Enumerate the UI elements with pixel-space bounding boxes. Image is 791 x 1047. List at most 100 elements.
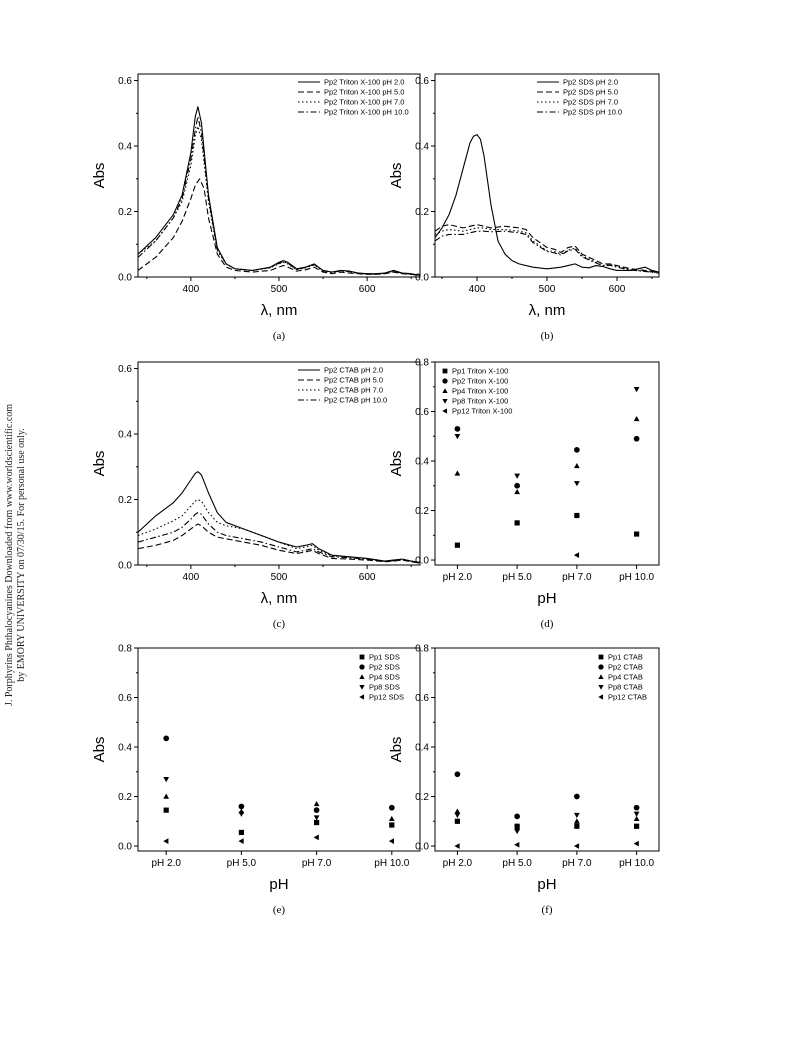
legend-label: Pp2 SDS pH 2.0 [563, 78, 618, 87]
data-point-triangle-left [313, 834, 319, 841]
data-point-triangle-left [388, 838, 395, 844]
data-point-circle [574, 793, 580, 800]
chart-svg-a: 0.0 0.2 0.4 0.6 400 500 600 λ, nm Abs (a) Pp2 Trit… [91, 73, 421, 342]
x-axis-title: λ, nm [529, 302, 566, 319]
data-point-circle [238, 803, 245, 810]
legend-label: Pp4 CTAB [608, 673, 643, 682]
y-axis-title: Abs [388, 737, 405, 763]
data-point-triangle-down [454, 812, 461, 819]
legend-label: Pp4 SDS [369, 673, 400, 682]
data-point-square [634, 531, 640, 537]
chart-svg-e: 0.0 0.2 0.4 0.6 0.8 pH 2.0 pH 5.0 pH 7.0 pH 10.0… [91, 644, 421, 916]
legend-label: Pp2 Triton X-100 pH 7.0 [324, 98, 404, 107]
data-point-triangle-down [574, 481, 580, 487]
legend-label: Pp2 SDS [369, 663, 400, 672]
data-point-square [634, 823, 640, 829]
data-point-square [454, 818, 460, 824]
x-tick-label: pH 7.0 [562, 858, 592, 869]
legend-label: Pp2 Triton X-100 [452, 377, 508, 386]
y-tick-label: 0.0 [415, 842, 429, 853]
plot-frame [137, 647, 421, 852]
plot-area [454, 771, 640, 849]
panel-caption: (c) [273, 618, 286, 630]
data-point-square [238, 829, 244, 836]
legend-label: Pp4 Triton X-100 [452, 387, 508, 396]
data-point-triangle-down [313, 815, 320, 821]
data-point-square [574, 823, 580, 829]
legend-label: Pp8 Triton X-100 [452, 397, 508, 406]
legend-label: Pp2 CTAB pH 2.0 [324, 366, 383, 375]
legend-label: Pp1 CTAB [608, 653, 643, 662]
download-notice-line-1: J. Porphyrins Phthalocyanines Downloaded… [4, 404, 15, 706]
x-tick-label: 400 [183, 284, 200, 295]
y-tick-label: 0.8 [118, 644, 132, 655]
data-point-triangle-down [633, 811, 640, 817]
series-line-3 [138, 498, 420, 563]
chart-panel-c: 0.0 0.2 0.4 0.6 400 500 600 λ, nm Abs (c) Pp2 CTAB… [80, 355, 421, 645]
data-point-triangle-left [573, 843, 580, 849]
x-axis-title: λ, nm [261, 302, 298, 319]
panel-caption: (b) [541, 330, 554, 342]
legend-marker-triangle-up [598, 674, 604, 680]
y-axis-title: Abs [91, 163, 108, 189]
legend-marker-square [359, 654, 365, 660]
legend-marker-triangle-left [598, 694, 604, 700]
x-tick-label: 600 [609, 284, 626, 295]
y-tick-label: 0.4 [415, 457, 429, 468]
data-point-circle [313, 807, 320, 814]
legend-label: Pp2 CTAB pH 10.0 [324, 396, 387, 405]
y-axis-title: Abs [91, 451, 108, 477]
data-point-circle [388, 804, 395, 811]
chart-svg-c: 0.0 0.2 0.4 0.6 400 500 600 λ, nm Abs (c) Pp2 CTAB… [91, 361, 421, 630]
x-tick-label: pH 7.0 [302, 858, 332, 869]
x-axis-title: pH [537, 590, 556, 607]
y-tick-label: 0.2 [118, 207, 132, 218]
x-tick-label: 500 [539, 284, 556, 295]
y-tick-label: 0.0 [415, 556, 429, 567]
series-line-3 [138, 125, 420, 276]
x-axis-title: pH [537, 876, 556, 893]
data-point-triangle-up [388, 815, 395, 822]
data-point-circle [454, 425, 461, 432]
data-point-triangle-left [633, 840, 639, 847]
x-tick-label: pH 2.0 [443, 572, 473, 583]
plot-area [138, 471, 420, 564]
series-line-2 [138, 178, 420, 277]
y-tick-label: 0.6 [415, 693, 429, 704]
x-tick-label: pH 10.0 [619, 858, 654, 869]
legend-marker-triangle-left [359, 694, 365, 700]
x-tick-label: 600 [359, 284, 376, 295]
plot-frame [434, 647, 660, 852]
x-tick-label: pH 10.0 [619, 572, 654, 583]
legend-label: Pp2 Triton X-100 pH 10.0 [324, 108, 409, 117]
data-point-circle [633, 435, 640, 442]
plot-area [163, 735, 395, 844]
data-point-triangle-down [514, 828, 520, 835]
data-point-circle [574, 447, 580, 453]
x-tick-label: pH 5.0 [502, 572, 532, 583]
legend-label: Pp1 Triton X-100 [452, 367, 508, 376]
data-point-triangle-up [574, 818, 580, 824]
x-tick-label: pH 7.0 [562, 572, 592, 583]
data-point-triangle-up [454, 808, 461, 814]
download-notice-line-2: by EMORY UNIVERSITY on 07/30/15. For per… [16, 428, 27, 682]
data-point-square [574, 512, 580, 519]
y-axis-title: Abs [388, 163, 405, 189]
y-tick-label: 0.4 [415, 743, 429, 754]
x-tick-label: 500 [271, 572, 288, 583]
x-tick-label: 400 [469, 284, 486, 295]
legend-label: Pp12 SDS [369, 693, 404, 702]
legend-label: Pp1 SDS [369, 653, 400, 662]
legend-marker-circle [359, 664, 365, 670]
data-point-triangle-down [574, 812, 580, 819]
data-point-triangle-up [514, 488, 520, 495]
legend-marker-triangle-down [442, 398, 448, 404]
y-tick-label: 0.6 [118, 76, 132, 87]
chart-panel-e: 0.0 0.2 0.4 0.6 0.8 pH 2.0 pH 5.0 pH 7.0 pH 10.0… [80, 640, 421, 930]
y-tick-label: 0.6 [118, 693, 132, 704]
x-tick-label: pH 5.0 [502, 858, 532, 869]
data-point-triangle-up [514, 824, 520, 830]
